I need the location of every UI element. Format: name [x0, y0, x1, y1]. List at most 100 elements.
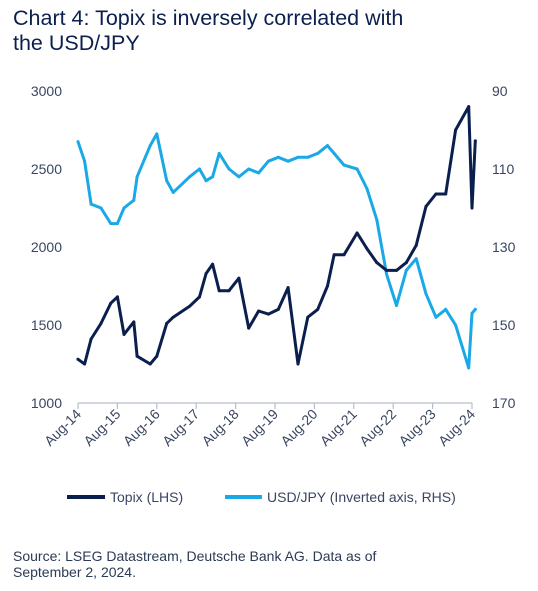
topix-data-point	[375, 261, 379, 265]
topix-data-point	[365, 247, 369, 251]
usdjpy-data-point	[165, 179, 169, 183]
usdjpy-data-point	[395, 304, 398, 307]
x-tick-label: Aug-22	[356, 406, 399, 449]
x-tick-label: Aug-16	[120, 406, 163, 449]
usdjpy-data-point	[227, 167, 231, 171]
topix-data-point	[211, 262, 215, 266]
usdjpy-data-point	[211, 175, 215, 179]
topix-data-point	[444, 192, 448, 196]
topix-data-point	[473, 139, 477, 143]
usdjpy-data-point	[316, 151, 320, 155]
x-tick-label: Aug-20	[277, 406, 320, 449]
usdjpy-data-point	[237, 175, 241, 179]
topix-data-point	[434, 192, 438, 196]
usdjpy-data-point	[296, 155, 300, 159]
y-right-tick-label: 170	[492, 395, 516, 411]
topix-data-point	[286, 286, 290, 290]
usdjpy-data-point	[326, 144, 329, 148]
usdjpy-data-point	[247, 167, 251, 171]
topix-data-point	[414, 243, 418, 247]
y-left-tick-label: 2500	[31, 161, 62, 177]
topix-data-point	[316, 307, 320, 311]
topix-data-point	[217, 289, 221, 293]
usdjpy-data-point	[76, 140, 80, 144]
topix-data-point	[83, 362, 87, 366]
x-tick-label: Aug-18	[198, 406, 241, 449]
topix-data-point	[122, 332, 126, 336]
chart-title-line-1: Chart 4: Topix is inversely correlated w…	[13, 6, 404, 30]
usdjpy-data-point	[198, 167, 201, 171]
usdjpy-data-point	[473, 307, 477, 311]
topix-data-point	[155, 354, 159, 358]
topix-data-point	[355, 231, 359, 235]
topix-data-point	[198, 295, 201, 299]
chart-legend: Topix (LHS) USD/JPY (Inverted axis, RHS)	[67, 489, 456, 505]
legend-label-usdjpy: USD/JPY (Inverted axis, RHS)	[267, 489, 456, 505]
topix-data-point	[99, 321, 103, 325]
y-right-tick-label: 110	[492, 161, 515, 177]
usdjpy-data-point	[286, 159, 290, 163]
chart-title: Chart 4: Topix is inversely correlated w…	[13, 6, 528, 56]
usdjpy-series-line	[76, 132, 477, 370]
usdjpy-data-point	[404, 268, 408, 272]
usdjpy-data-point	[444, 307, 448, 311]
y-left-tick-label: 3000	[31, 83, 62, 99]
chart-plot-area	[76, 105, 477, 370]
topix-data-point	[188, 304, 192, 308]
topix-data-point	[326, 284, 329, 288]
topix-data-point	[276, 307, 280, 311]
topix-data-point	[109, 301, 113, 305]
topix-data-point	[332, 253, 336, 257]
topix-data-point	[342, 253, 346, 257]
topix-data-point	[76, 357, 80, 361]
usdjpy-data-point	[171, 190, 175, 194]
usdjpy-data-point	[454, 323, 458, 327]
topix-data-point	[385, 268, 389, 272]
usdjpy-data-point	[83, 159, 87, 163]
topix-data-point	[470, 206, 474, 210]
usdjpy-data-point	[122, 206, 126, 210]
usdjpy-data-point	[89, 202, 93, 206]
topix-data-point	[165, 321, 169, 325]
chart-title-line-2: the USD/JPY	[13, 31, 140, 55]
usdjpy-data-point	[188, 175, 192, 179]
x-tick-label: Aug-19	[238, 406, 281, 449]
topix-data-point	[404, 261, 408, 265]
y-right-tick-label: 130	[492, 239, 516, 255]
topix-data-point	[454, 128, 458, 132]
usdjpy-data-point	[266, 159, 270, 163]
usdjpy-data-point	[155, 132, 159, 136]
usdjpy-data-point	[375, 218, 379, 222]
usdjpy-data-point	[332, 151, 336, 155]
usdjpy-data-point	[99, 206, 103, 210]
topix-data-point	[395, 268, 398, 272]
topix-data-point	[424, 204, 428, 208]
topix-data-point	[115, 295, 119, 299]
topix-data-point	[204, 272, 208, 275]
topix-data-point	[247, 326, 251, 330]
usdjpy-data-point	[365, 187, 369, 190]
source-note-line-2: September 2, 2024.	[13, 564, 136, 580]
usdjpy-data-point	[470, 311, 474, 315]
legend-label-topix: Topix (LHS)	[110, 489, 183, 505]
x-tick-label: Aug-14	[41, 406, 84, 449]
usdjpy-data-point	[257, 171, 261, 175]
source-note: Source: LSEG Datastream, Deutsche Bank A…	[13, 548, 483, 580]
topix-data-point	[148, 362, 152, 366]
x-tick-label: Aug-24	[435, 406, 478, 449]
usdjpy-data-point	[355, 167, 359, 171]
source-note-line-1: Source: LSEG Datastream, Deutsche Bank A…	[13, 548, 377, 564]
topix-data-point	[89, 337, 93, 341]
topix-data-point	[467, 105, 471, 109]
x-tick-label: Aug-17	[159, 406, 202, 449]
usdjpy-data-point	[467, 366, 471, 370]
usdjpy-data-point	[217, 151, 221, 155]
x-tick-label: Aug-23	[395, 406, 438, 449]
topix-series-line	[76, 105, 477, 366]
topix-data-point	[237, 276, 241, 280]
usdjpy-data-point	[306, 155, 310, 159]
chart-axes: Aug-14Aug-15Aug-16Aug-17Aug-18Aug-19Aug-…	[31, 83, 516, 449]
y-left-tick-label: 1500	[31, 317, 62, 333]
topix-data-point	[171, 315, 175, 319]
